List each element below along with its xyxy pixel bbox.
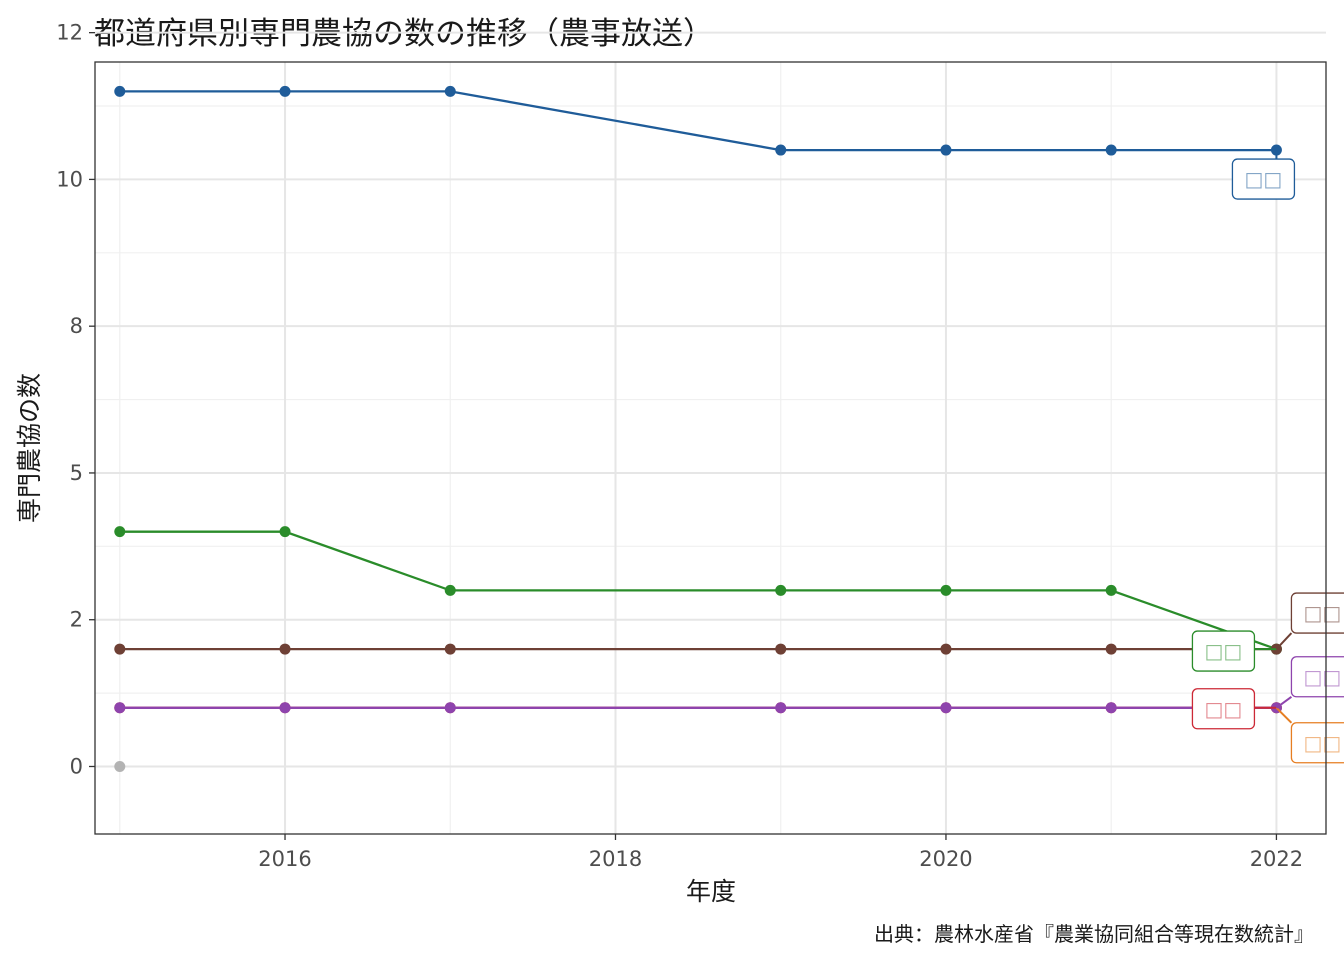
data-point — [279, 702, 291, 714]
x-tick-label: 2020 — [919, 847, 972, 871]
data-point — [279, 85, 291, 97]
data-point — [940, 144, 952, 156]
data-point — [940, 702, 952, 714]
data-point — [279, 643, 291, 655]
label-connector — [1275, 707, 1293, 724]
y-tick-label: 10 — [56, 167, 83, 191]
x-axis-title: 年度 — [686, 877, 736, 906]
data-point — [444, 85, 456, 97]
data-point — [444, 643, 456, 655]
grid — [95, 31, 1326, 834]
y-tick-label: 0 — [70, 754, 83, 778]
x-tick-label: 2016 — [258, 847, 311, 871]
y-tick-label: 2 — [70, 608, 83, 632]
data-point — [1105, 643, 1117, 655]
data-point — [444, 702, 456, 714]
series-label-box — [1231, 158, 1296, 200]
data-point — [114, 526, 126, 538]
label-connector — [1275, 695, 1293, 709]
series-label: □□ — [1304, 731, 1342, 755]
label-connector — [1275, 632, 1293, 650]
data-point — [940, 643, 952, 655]
x-tick-label: 2022 — [1250, 847, 1303, 871]
data-point — [1105, 144, 1117, 156]
plot-panel-border — [94, 61, 1327, 835]
series-label: □□ — [1245, 167, 1283, 191]
data-point — [114, 643, 126, 655]
data-point — [114, 760, 126, 772]
series-label-box — [1191, 688, 1256, 730]
data-point — [940, 584, 952, 596]
series-label-box — [1290, 722, 1344, 764]
data-point — [775, 144, 787, 156]
series-label-box — [1290, 592, 1344, 634]
data-point — [1105, 702, 1117, 714]
series-line — [119, 90, 1277, 152]
series-label: □□ — [1304, 601, 1342, 625]
y-axis-title: 専門農協の数 — [15, 373, 44, 523]
series-line — [119, 530, 1277, 651]
series-label-box — [1191, 630, 1256, 672]
y-tick-label: 5 — [70, 461, 83, 485]
data-point — [114, 85, 126, 97]
series-label: □□ — [1304, 665, 1342, 689]
data-point — [775, 584, 787, 596]
series-label-box — [1290, 656, 1344, 698]
series-label: □□ — [1205, 639, 1243, 663]
data-point — [775, 643, 787, 655]
y-tick-label: 12 — [56, 21, 83, 45]
series-label: □□ — [1205, 697, 1243, 721]
data-point — [444, 584, 456, 596]
direct-labels: □□ □□ □□ □□ □□ □□ — [1191, 150, 1344, 764]
x-tick-label: 2018 — [589, 847, 642, 871]
y-tick-label: 8 — [70, 314, 83, 338]
data-point — [114, 702, 126, 714]
chart-title: 都道府県別専門農協の数の推移（農事放送） — [94, 16, 714, 52]
series-lines — [114, 85, 1282, 772]
axes: 2016 2018 2020 2022 0 2 5 8 10 12 — [56, 21, 1303, 871]
chart-caption: 出典：農林水産省『農業協同組合等現在数統計』 — [874, 922, 1314, 946]
data-point — [1105, 584, 1117, 596]
data-point — [775, 702, 787, 714]
data-point — [279, 526, 291, 538]
